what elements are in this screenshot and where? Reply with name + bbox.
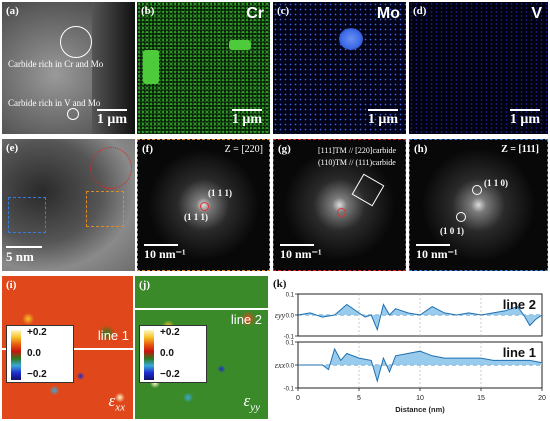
series-name: line 2 <box>503 297 536 312</box>
strain-profile-chart: 0.1 0.0 -0.1 εyy line 2 0.1 0.0 -0.1 εxx line 1 0 5… <box>275 293 546 415</box>
series-line <box>297 303 543 332</box>
series-line <box>298 347 543 383</box>
element-label: Cr <box>246 5 264 22</box>
strain-label: εyy <box>243 390 260 413</box>
panel-label: (j) <box>139 279 150 291</box>
x-tick-label: 15 <box>477 395 485 402</box>
panel-b: (b) Cr 1 μm <box>137 2 270 134</box>
scalebar: 10 nm⁻¹ <box>280 244 322 262</box>
panel-g: (g) [111]TM // [220]carbide (110)TM // (… <box>273 139 406 271</box>
y-tick-label: -0.1 <box>284 387 295 393</box>
y-tick-label: 0.0 <box>286 364 295 370</box>
spot-circle <box>337 208 346 217</box>
x-tick-label: 5 <box>357 395 361 402</box>
cr-rich-region <box>143 50 159 84</box>
carbide-cr-mo-label: Carbide rich in Cr and Mo <box>8 59 104 69</box>
panel-f: (f) Z = [220] (1 1 1) (1 1 1) 10 nm⁻¹ <box>137 139 270 271</box>
zone-axis: Z = [220] <box>224 144 263 155</box>
line-label: line 2 <box>230 312 262 327</box>
zone-axis: Z = [111] <box>501 144 539 155</box>
mo-rich-region <box>339 28 363 50</box>
panel-label: (g) <box>278 143 291 155</box>
series-area <box>298 348 542 382</box>
panel-i: (i) line 1 +0.2 0.0 −0.2 εxx <box>2 276 133 419</box>
spot-label: (1 1 0) <box>484 178 508 188</box>
panel-d: (d) V 1 μm <box>409 2 548 134</box>
x-axis-label: Distance (nm) <box>395 405 445 414</box>
panel-label: (a) <box>6 5 19 17</box>
profile-line <box>135 308 268 310</box>
scalebar: 10 nm⁻¹ <box>144 244 186 262</box>
panel-label: (h) <box>414 143 428 155</box>
carbide-circle-small <box>67 108 79 120</box>
x-tick-label: 20 <box>538 395 546 402</box>
roi-red <box>90 147 132 189</box>
element-label: Mo <box>376 5 400 22</box>
y-axis-label: εxx <box>275 361 286 370</box>
panel-label: (e) <box>6 142 19 154</box>
spot-circle <box>472 185 482 195</box>
x-tick-label: 0 <box>296 395 300 402</box>
spot-label: (1 1 1) <box>208 188 232 198</box>
line-label: line 1 <box>97 328 129 343</box>
y-tick-label: -0.1 <box>284 335 295 341</box>
spot-label: (1 0 1) <box>440 226 464 236</box>
scalebar: 1 μm <box>231 109 262 128</box>
lattice-rhombus <box>351 173 385 207</box>
strain-label: εxx <box>108 390 125 413</box>
colorbar: +0.2 0.0 −0.2 <box>139 325 207 383</box>
orientation-relation: [111]TM // [220]carbide <box>318 146 397 155</box>
spot-circle <box>456 212 466 222</box>
spot-label: (1 1 1) <box>184 212 208 222</box>
element-label: V <box>531 5 542 22</box>
scalebar: 1 μm <box>96 109 127 128</box>
y-tick-label: 0.0 <box>286 314 295 320</box>
y-axis-label: εyy <box>275 311 286 320</box>
scalebar: 10 nm⁻¹ <box>416 244 458 262</box>
panel-a: (a) Carbide rich in Cr and Mo Carbide ri… <box>2 2 135 134</box>
x-tick-label: 10 <box>416 395 424 402</box>
panel-label: (i) <box>6 279 17 291</box>
carbide-circle-large <box>60 26 92 58</box>
cr-rich-region <box>229 40 251 50</box>
panel-label: (d) <box>413 5 427 17</box>
orientation-relation: (110)TM // (111)carbide <box>318 158 396 167</box>
panel-label: (c) <box>277 5 290 17</box>
dark-region <box>92 2 135 134</box>
scalebar: 1 μm <box>367 109 398 128</box>
panel-label: (f) <box>142 143 153 155</box>
panel-j: (j) line 2 +0.2 0.0 −0.2 εyy <box>135 276 268 419</box>
carbide-v-mo-label: Carbide rich in V and Mo <box>8 98 101 108</box>
panel-k: (k) 0.1 0.0 -0.1 εyy line 2 0.1 0.0 -0.1 εxx line… <box>270 276 548 419</box>
roi-orange <box>86 191 124 227</box>
panel-label: (k) <box>273 278 287 290</box>
scalebar: 5 nm <box>6 246 42 265</box>
panel-label: (b) <box>141 5 155 17</box>
y-tick-label: 0.1 <box>286 293 295 299</box>
spot-circle <box>200 202 209 211</box>
panel-c: (c) Mo 1 μm <box>273 2 406 134</box>
series-name: line 1 <box>503 345 536 360</box>
roi-blue <box>8 197 46 233</box>
scalebar: 1 μm <box>509 109 540 128</box>
panel-h: (h) Z = [111] (1 1 0) (1 0 1) 10 nm⁻¹ <box>409 139 548 271</box>
y-tick-label: 0.1 <box>286 341 295 347</box>
colorbar: +0.2 0.0 −0.2 <box>6 325 74 383</box>
panel-e: (e) 5 nm <box>2 139 135 271</box>
